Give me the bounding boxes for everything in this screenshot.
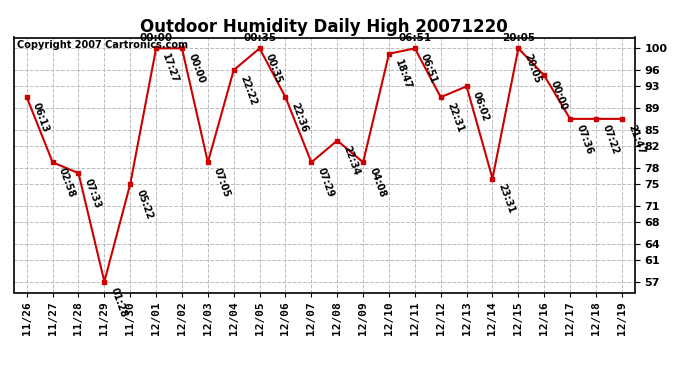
Text: 02:58: 02:58 — [57, 166, 77, 199]
Text: 18:47: 18:47 — [393, 58, 413, 91]
Text: 06:13: 06:13 — [31, 101, 51, 134]
Text: 04:08: 04:08 — [367, 166, 387, 199]
Text: 22:34: 22:34 — [342, 145, 362, 177]
Text: 00:00: 00:00 — [139, 33, 172, 43]
Text: 22:22: 22:22 — [238, 74, 258, 107]
Text: 00:00: 00:00 — [549, 80, 569, 112]
Text: 06:51: 06:51 — [419, 53, 439, 85]
Text: 07:29: 07:29 — [315, 166, 335, 199]
Text: 05:22: 05:22 — [135, 188, 155, 221]
Text: Copyright 2007 Cartronics.com: Copyright 2007 Cartronics.com — [17, 40, 188, 50]
Text: 21:47: 21:47 — [626, 123, 646, 156]
Text: 00:35: 00:35 — [243, 33, 276, 43]
Text: 07:33: 07:33 — [83, 177, 103, 210]
Text: 06:02: 06:02 — [471, 90, 491, 123]
Text: 23:31: 23:31 — [497, 183, 517, 215]
Text: 22:31: 22:31 — [445, 101, 465, 134]
Text: 17:27: 17:27 — [160, 53, 180, 85]
Text: 00:35: 00:35 — [264, 53, 284, 85]
Title: Outdoor Humidity Daily High 20071220: Outdoor Humidity Daily High 20071220 — [141, 18, 508, 36]
Text: 20:05: 20:05 — [502, 33, 535, 43]
Text: 07:22: 07:22 — [600, 123, 620, 156]
Text: 20:05: 20:05 — [522, 53, 542, 85]
Text: 22:36: 22:36 — [290, 101, 310, 134]
Text: 07:05: 07:05 — [212, 166, 232, 199]
Text: 01:28: 01:28 — [108, 286, 128, 318]
Text: 06:51: 06:51 — [398, 33, 431, 43]
Text: 00:00: 00:00 — [186, 53, 206, 85]
Text: 07:36: 07:36 — [574, 123, 594, 156]
